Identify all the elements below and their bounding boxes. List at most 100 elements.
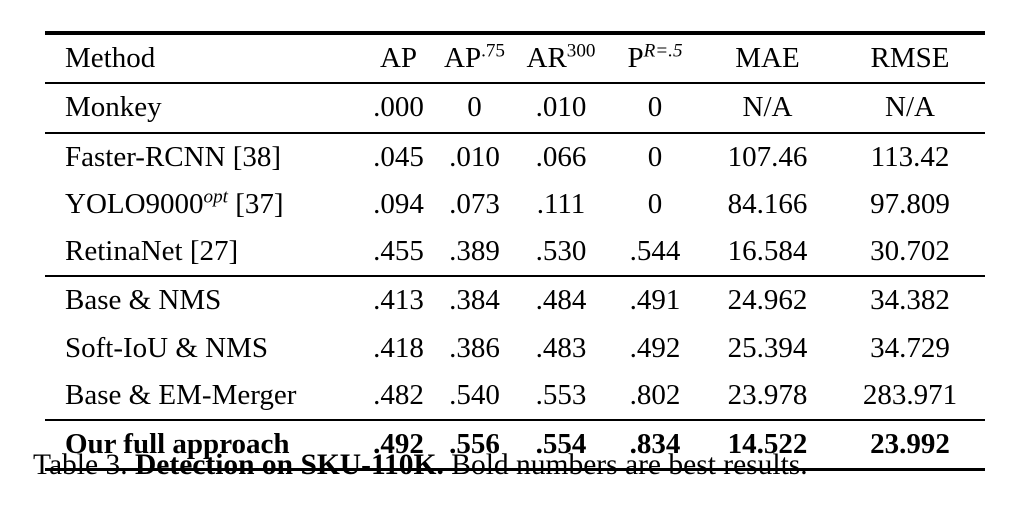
value-cell: 0 bbox=[647, 91, 663, 124]
cell-text: MAE bbox=[735, 42, 800, 74]
value-cell: .111 bbox=[536, 187, 586, 220]
method-cell: Soft-IoU & NMS bbox=[45, 325, 360, 372]
row-group-baseline: Monkey .000 0 .010 0 N/A N/A bbox=[45, 83, 985, 132]
value-cell: 30.702 bbox=[870, 235, 950, 267]
value-cell: 97.809 bbox=[870, 187, 950, 220]
cell-text: AP bbox=[379, 42, 418, 74]
column-header: Method bbox=[45, 33, 360, 83]
cell-text: YOLO9000 bbox=[65, 187, 204, 220]
cell-text: AR bbox=[526, 42, 567, 74]
value-cell: .483 bbox=[535, 331, 587, 364]
value-cell: 0 bbox=[467, 91, 482, 124]
caption-label: Table 3. bbox=[33, 449, 135, 481]
value-cell: 24.962 bbox=[727, 284, 808, 317]
column-header: PR=.5 bbox=[610, 33, 700, 83]
table-header: Method AP AP.75 AR300 PR=.5 MAE RMSE bbox=[45, 33, 985, 84]
table-row: Monkey .000 0 .010 0 N/A N/A bbox=[45, 83, 985, 132]
value-cell: .834 bbox=[629, 428, 681, 460]
value-cell: .045 bbox=[373, 140, 424, 173]
value-cell: .492 bbox=[629, 331, 681, 364]
row-group-ours: Our full approach .492 .556 .554 .834 14.522 2… bbox=[45, 420, 985, 470]
value-cell: 107.46 bbox=[727, 140, 808, 173]
value-cell: .482 bbox=[373, 378, 424, 411]
value-cell: N/A bbox=[742, 91, 793, 124]
cell-text: Our full approach bbox=[65, 428, 290, 460]
value-cell: 14.522 bbox=[727, 428, 808, 460]
value-cell: 84.166 bbox=[727, 187, 808, 220]
value-cell: .484 bbox=[535, 284, 587, 317]
cell-text: Method bbox=[65, 42, 156, 74]
table-row: Base & EM-Merger .482 .540 .553 .802 23.978 28… bbox=[45, 372, 985, 420]
value-cell: .553 bbox=[535, 378, 587, 411]
cell-text: Soft-IoU & NMS bbox=[65, 331, 269, 364]
value-cell: .094 bbox=[373, 187, 424, 220]
value-cell: 0 bbox=[647, 187, 663, 220]
value-cell: .492 bbox=[373, 428, 424, 460]
method-cell: RetinaNet [27] bbox=[45, 228, 360, 276]
value-cell: .491 bbox=[629, 284, 681, 317]
table-row: YOLO9000opt [37] .094 .073 .111 0 84.166 97.80… bbox=[45, 181, 985, 228]
value-cell: 23.978 bbox=[727, 378, 808, 411]
column-header: AP bbox=[360, 33, 437, 83]
table-header-row: Method AP AP.75 AR300 PR=.5 MAE RMSE bbox=[45, 33, 985, 83]
value-cell: 16.584 bbox=[727, 235, 808, 267]
caption-title: Detection on SKU-110K. bbox=[134, 449, 444, 481]
value-cell: .544 bbox=[629, 235, 681, 267]
value-cell: 25.394 bbox=[727, 331, 808, 364]
table-row: RetinaNet [27] .455 .389 .530 .544 16.584 30.7… bbox=[45, 228, 985, 276]
table-row: Our full approach .492 .556 .554 .834 14.522 2… bbox=[45, 420, 985, 470]
value-cell: .010 bbox=[535, 91, 587, 124]
cell-text: [37] bbox=[228, 187, 284, 220]
cell-text: Faster-RCNN [38] bbox=[65, 140, 282, 173]
value-cell: .418 bbox=[373, 331, 424, 364]
cell-text: RMSE bbox=[870, 42, 950, 74]
table-row: Soft-IoU & NMS .418 .386 .483 .492 25.394 34.7… bbox=[45, 325, 985, 372]
value-cell: .540 bbox=[449, 378, 500, 411]
method-cell: Base & EM-Merger bbox=[45, 372, 360, 420]
method-cell: Faster-RCNN [38] bbox=[45, 133, 360, 181]
superscript-text: 300 bbox=[566, 40, 596, 62]
cell-text: Base & EM-Merger bbox=[65, 378, 297, 411]
cell-text: Base & NMS bbox=[65, 284, 222, 317]
value-cell: .455 bbox=[373, 235, 424, 267]
value-cell: .530 bbox=[535, 235, 587, 267]
cell-text: Monkey bbox=[65, 91, 162, 124]
method-cell: Our full approach bbox=[45, 420, 360, 470]
column-header: RMSE bbox=[835, 33, 985, 83]
value-cell: 0 bbox=[647, 140, 663, 173]
value-cell: 34.729 bbox=[870, 331, 950, 364]
column-header: MAE bbox=[700, 33, 835, 83]
value-cell: .000 bbox=[373, 91, 424, 124]
table-row: Base & NMS .413 .384 .484 .491 24.962 34.382 bbox=[45, 276, 985, 324]
value-cell: .413 bbox=[373, 284, 424, 317]
method-cell: Monkey bbox=[45, 83, 360, 132]
value-cell: .010 bbox=[449, 140, 500, 173]
value-cell: .386 bbox=[449, 331, 500, 364]
row-group-detectors: Faster-RCNN [38] .045 .010 .066 0 107.46 113.4… bbox=[45, 132, 985, 277]
cell-text: RetinaNet [27] bbox=[65, 235, 239, 267]
value-cell: 23.992 bbox=[870, 428, 950, 460]
method-cell: YOLO9000opt [37] bbox=[45, 181, 360, 228]
superscript-text: opt bbox=[203, 186, 228, 208]
row-group-ablations: Base & NMS .413 .384 .484 .491 24.962 34.382 So… bbox=[45, 276, 985, 420]
caption-text: Bold numbers are best results. bbox=[443, 449, 808, 481]
value-cell: 283.971 bbox=[862, 378, 958, 411]
value-cell: 34.382 bbox=[870, 284, 950, 317]
cell-text: AP bbox=[444, 42, 482, 74]
method-cell: Base & NMS bbox=[45, 276, 360, 324]
value-cell: 113.42 bbox=[870, 140, 950, 173]
results-table: Method AP AP.75 AR300 PR=.5 MAE RMSE Monkey .00… bbox=[45, 31, 985, 472]
value-cell: .554 bbox=[535, 428, 587, 460]
value-cell: N/A bbox=[885, 91, 935, 124]
cell-text: P bbox=[627, 42, 644, 74]
value-cell: .802 bbox=[629, 378, 681, 411]
value-cell: .073 bbox=[449, 187, 500, 220]
column-header: AP.75 bbox=[437, 33, 512, 83]
value-cell: .384 bbox=[449, 284, 500, 317]
superscript-text: .75 bbox=[481, 40, 505, 62]
value-cell: .389 bbox=[449, 235, 500, 267]
value-cell: .556 bbox=[449, 428, 500, 460]
table-caption: Table 3. Detection on SKU-110K. Bold num… bbox=[33, 449, 1013, 482]
superscript-text: R=.5 bbox=[643, 40, 683, 62]
